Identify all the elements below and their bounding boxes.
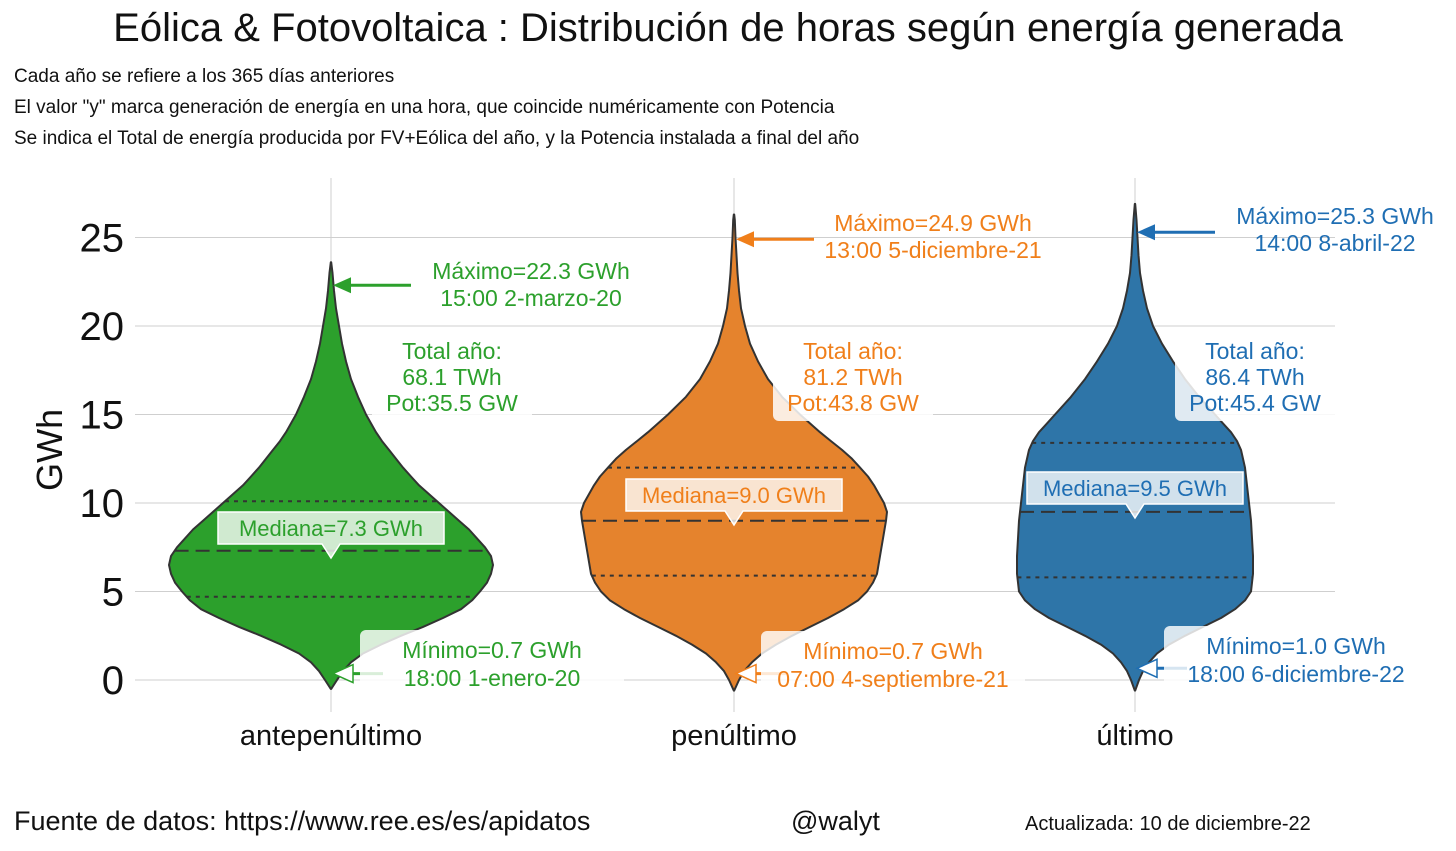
- max-label: Máximo=25.3 GWh 14:00 8-abril-22: [1236, 203, 1434, 256]
- x-tick-label: antepenúltimo: [240, 720, 422, 752]
- min-label-line: Mínimo=0.7 GWh: [803, 638, 983, 664]
- x-tick-label: último: [1096, 720, 1173, 752]
- subtitle-line-2: El valor "y" marca generación de energía…: [14, 97, 835, 118]
- median-label: Mediana=7.3 GWh: [239, 516, 423, 541]
- max-label-line: 13:00 5-diciembre-21: [824, 237, 1041, 263]
- min-label: Mínimo=0.7 GWh 07:00 4-septiembre-21: [777, 638, 1008, 692]
- violin-último: [1016, 202, 1254, 692]
- data-source: Fuente de datos: https://www.ree.es/es/a…: [14, 806, 591, 836]
- max-label-line: Máximo=22.3 GWh: [432, 258, 630, 284]
- chart-title: Eólica & Fotovoltaica : Distribución de …: [113, 6, 1343, 50]
- total-label-line: Pot:35.5 GW: [386, 390, 518, 416]
- min-arrowhead: [734, 663, 757, 684]
- y-tick-label: 15: [80, 394, 125, 438]
- max-label-line: 15:00 2-marzo-20: [440, 285, 622, 311]
- subtitle-line-1: Cada año se refiere a los 365 días anter…: [14, 66, 395, 87]
- y-tick-label: 10: [80, 482, 125, 526]
- max-label-line: Máximo=24.9 GWh: [834, 210, 1032, 236]
- total-label-line: Total año:: [803, 338, 903, 364]
- min-label: Mínimo=0.7 GWh 18:00 1-enero-20: [402, 637, 582, 691]
- y-tick-label: 25: [80, 217, 125, 261]
- min-label-line: 18:00 6-diciembre-22: [1187, 661, 1404, 687]
- total-label-line: Total año:: [402, 338, 502, 364]
- min-label-line: Mínimo=1.0 GWh: [1206, 633, 1386, 659]
- total-label: Total año: 86.4 TWh Pot:45.4 GW: [1189, 338, 1321, 416]
- total-label-line: Pot:45.4 GW: [1189, 390, 1321, 416]
- max-arrowhead: [333, 277, 351, 294]
- min-arrowhead: [1135, 658, 1158, 679]
- median-box: [1026, 471, 1244, 520]
- min-box: [761, 631, 1025, 693]
- max-label: Máximo=24.9 GWh 13:00 5-diciembre-21: [824, 210, 1041, 263]
- min-label-line: 07:00 4-septiembre-21: [777, 666, 1008, 692]
- violin-body: [168, 261, 494, 690]
- subtitle-line-3: Se indica el Total de energía producida …: [14, 128, 860, 149]
- total-box: [773, 337, 933, 421]
- min-label-line: 18:00 1-enero-20: [404, 665, 580, 691]
- median-label: Mediana=9.5 GWh: [1043, 476, 1227, 501]
- min-box: [1164, 626, 1428, 688]
- x-tick-label: penúltimo: [671, 720, 797, 752]
- median-box: [217, 511, 445, 560]
- max-label-line: Máximo=25.3 GWh: [1236, 203, 1434, 229]
- total-label-line: 86.4 TWh: [1205, 364, 1304, 390]
- min-box: [360, 630, 624, 692]
- max-label: Máximo=22.3 GWh 15:00 2-marzo-20: [432, 258, 630, 311]
- annotation-antepenúltimo: Máximo=22.3 GWh 15:00 2-marzo-20 Total año…: [217, 258, 630, 692]
- y-tick-label: 20: [80, 305, 125, 349]
- median-label: Mediana=9.0 GWh: [642, 483, 826, 508]
- y-tick-label: 0: [102, 659, 124, 703]
- total-box: [372, 337, 532, 421]
- violin-body: [1016, 202, 1254, 692]
- total-label-line: Total año:: [1205, 338, 1305, 364]
- violins: [168, 202, 1254, 692]
- total-box: [1175, 337, 1335, 421]
- axes: 0 5 10 15 20 25 GWh antepenúltimo penúltimo últim…: [29, 217, 1174, 753]
- total-label-line: 68.1 TWh: [402, 364, 501, 390]
- author-handle: @walyt: [791, 806, 880, 836]
- annotations: Máximo=22.3 GWh 15:00 2-marzo-20 Total año…: [217, 203, 1434, 693]
- total-label-line: Pot:43.8 GW: [787, 390, 919, 416]
- updated-date: Actualizada: 10 de diciembre-22: [1025, 813, 1311, 835]
- max-label-line: 14:00 8-abril-22: [1254, 230, 1415, 256]
- total-label: Total año: 81.2 TWh Pot:43.8 GW: [787, 338, 919, 416]
- min-label: Mínimo=1.0 GWh 18:00 6-diciembre-22: [1187, 633, 1404, 687]
- violin-penúltimo: [580, 213, 888, 692]
- total-label-line: 81.2 TWh: [803, 364, 902, 390]
- max-arrowhead: [1137, 224, 1155, 241]
- violin-body: [580, 213, 888, 692]
- median-box: [625, 478, 843, 527]
- annotation-penúltimo: Máximo=24.9 GWh 13:00 5-diciembre-21 Total…: [625, 210, 1042, 693]
- y-tick-label: 5: [102, 571, 124, 615]
- max-arrowhead: [736, 231, 754, 248]
- total-label: Total año: 68.1 TWh Pot:35.5 GW: [386, 338, 518, 416]
- y-axis-label: GWh: [29, 409, 70, 491]
- min-arrowhead: [331, 663, 354, 684]
- violin-chart: Máximo=22.3 GWh 15:00 2-marzo-20 Total año…: [29, 178, 1434, 753]
- min-label-line: Mínimo=0.7 GWh: [402, 637, 582, 663]
- annotation-último: Máximo=25.3 GWh 14:00 8-abril-22 Total año…: [1026, 203, 1434, 688]
